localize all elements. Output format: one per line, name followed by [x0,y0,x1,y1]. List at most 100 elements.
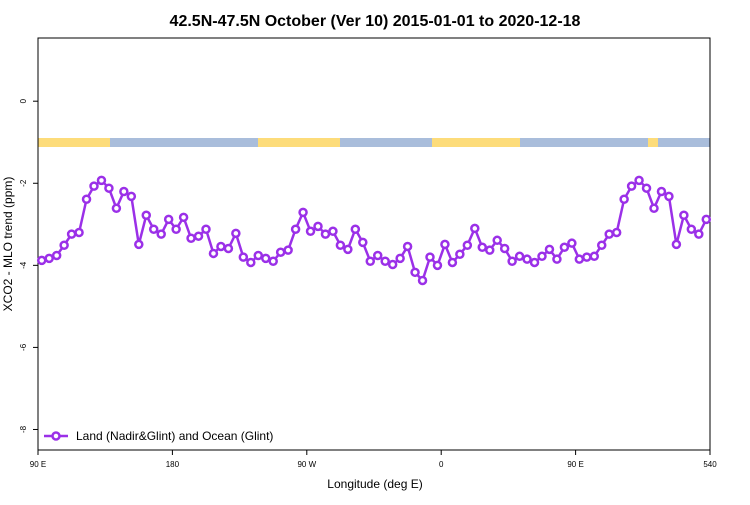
data-point [283,245,293,255]
y-tick-label: -4 [19,261,28,269]
data-point [201,224,211,234]
data-point [238,252,249,262]
x-axis-label: Longitude (deg E) [327,477,422,491]
data-point [216,241,226,252]
data-point [514,251,525,262]
data-point [350,224,361,234]
data-point [275,247,286,257]
data-point [290,224,301,234]
data-point [246,257,256,268]
data-point [694,229,704,239]
data-point [537,251,547,262]
data-point [104,183,114,193]
land-segment [258,138,340,147]
data-point [193,231,204,241]
data-point [96,175,107,186]
data-point [686,224,697,234]
x-tick-label: 0 [439,460,444,469]
data-point [343,244,353,255]
data-point [529,257,540,268]
land-segment [432,138,520,147]
land-segment [648,138,658,147]
data-point [656,186,667,197]
data-point [477,242,488,253]
data-point [567,238,577,248]
data-point [81,194,92,205]
data-point [619,194,629,205]
data-point [44,253,54,264]
data-point [186,233,196,244]
data-point [328,226,338,237]
data-point [470,223,480,234]
data-point [671,239,682,250]
y-tick-label: -8 [19,425,28,433]
data-point [432,260,443,271]
data-point [596,240,607,250]
legend-label: Land (Nadir&Glint) and Ocean (Glint) [76,429,273,443]
data-point [402,241,413,252]
data-point [178,212,189,223]
land-segment [38,138,110,147]
data-point [417,275,428,286]
data-point [305,226,316,237]
data-point [148,224,159,234]
y-axis-label: XCO2 - MLO trend (ppm) [1,177,15,312]
data-point [89,181,99,191]
data-point [163,214,174,225]
data-point [552,254,562,264]
x-tick-label: 90 E [30,460,46,469]
data-point [574,254,585,264]
data-point [447,257,458,268]
data-point [208,248,219,259]
data-point [231,228,241,239]
data-point [641,183,652,193]
ocean-segment [520,138,648,147]
x-tick-label: 90 E [567,460,583,469]
data-point [455,249,465,260]
data-point [410,267,420,278]
legend-marker [51,431,61,441]
data-point [268,256,278,266]
data-point [701,214,712,225]
data-point [522,254,532,264]
data-point [141,210,152,221]
data-point [59,240,69,250]
data-point [499,243,510,254]
data-point [559,242,570,253]
data-point [119,186,129,197]
data-point [582,252,592,262]
y-tick-label: -6 [19,343,28,351]
data-point [507,256,517,266]
data-point [387,259,398,270]
data-point [74,227,84,238]
data-point [372,250,383,261]
x-tick-label: 90 W [297,460,316,469]
data-point [425,252,435,262]
data-point [66,229,77,239]
data-point [111,203,122,214]
data-point [156,229,166,239]
data-point [171,224,181,234]
data-point [260,253,271,264]
x-tick-label: 540 [703,460,717,469]
y-tick-label: -2 [19,179,28,187]
x-tick-label: 180 [166,460,180,469]
data-point [664,191,674,202]
data-point [51,250,62,261]
chart-title: 42.5N-47.5N October (Ver 10) 2015-01-01 … [170,13,581,30]
data-point [320,229,331,239]
data-point [223,243,234,254]
land-ocean-strip [38,138,710,147]
data-point [626,181,637,191]
ocean-segment [110,138,258,147]
data-point [313,221,323,232]
data-point [380,256,390,266]
data-point [36,255,47,266]
data-point [126,191,137,202]
data-point [634,175,644,186]
data-point [298,207,308,218]
data-point [589,251,600,262]
data-point [544,244,555,255]
data-point [358,237,368,248]
